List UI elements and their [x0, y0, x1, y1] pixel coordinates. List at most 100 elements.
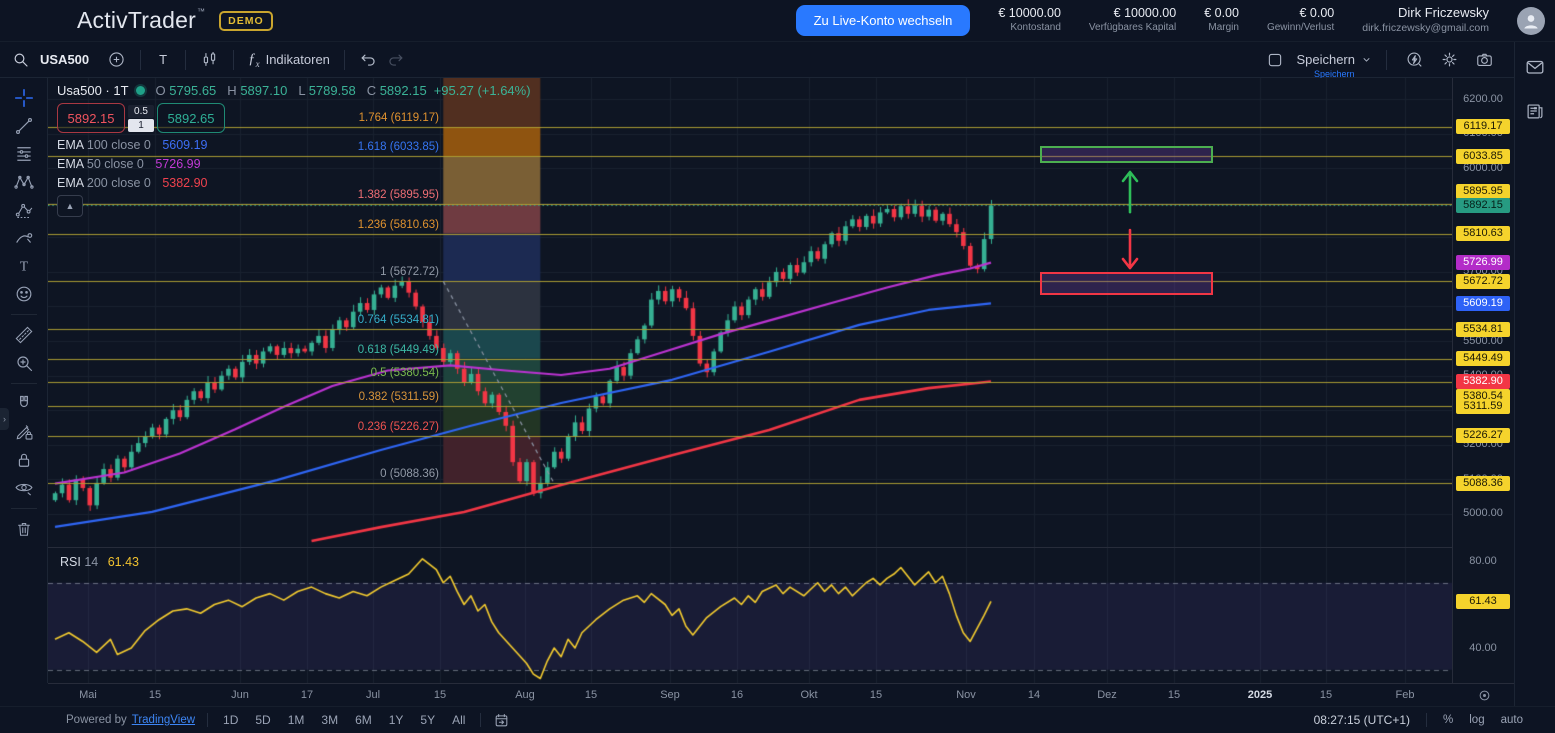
time-label: Aug — [515, 689, 535, 701]
indicators-button[interactable]: ƒx Indikatoren — [244, 47, 334, 73]
goto-date-button[interactable] — [493, 712, 510, 729]
down-arrow[interactable] — [1116, 226, 1144, 272]
layout-select-checkbox[interactable] — [1258, 47, 1292, 73]
tool-emoji[interactable] — [10, 280, 38, 308]
close-value: 5892.15 — [379, 83, 427, 98]
up-arrow[interactable] — [1116, 168, 1144, 216]
tradingview-link[interactable]: TradingView — [131, 714, 196, 726]
ema-100-value: 5609.19 — [162, 138, 208, 152]
zoom-in-icon — [16, 356, 32, 372]
spread-widget[interactable]: 0.5 1 — [128, 103, 154, 133]
symbol-search[interactable]: USA500 — [12, 51, 89, 69]
time-label: Jun — [231, 689, 249, 701]
tool-hide-all[interactable] — [10, 474, 38, 502]
ema-100-row[interactable]: EMA 100 close 0 5609.19 — [57, 138, 208, 152]
demand-zone-box[interactable] — [1039, 271, 1213, 296]
range-3m[interactable]: 3M — [321, 713, 339, 727]
tool-remove-drawings[interactable] — [10, 515, 38, 543]
redo-button[interactable] — [382, 46, 409, 73]
tool-measure[interactable] — [10, 321, 38, 349]
high-value: 5897.10 — [240, 83, 288, 98]
news-icon — [1527, 104, 1543, 119]
price-label: 5382.90 — [1456, 374, 1510, 390]
smiley-icon — [16, 286, 31, 302]
price-scale[interactable]: 6200.006100.006000.005900.005800.005700.… — [1452, 78, 1514, 683]
range-1y[interactable]: 1Y — [388, 713, 404, 727]
chevron-down-icon — [1363, 58, 1370, 62]
tool-magnet[interactable] — [10, 390, 38, 418]
log-scale-button[interactable]: log — [1469, 714, 1485, 726]
price-label: 5534.81 — [1456, 321, 1510, 337]
tool-lock-all[interactable] — [10, 446, 38, 474]
change-value: +95.27 (+1.64%) — [433, 83, 531, 98]
gear-icon — [1442, 52, 1457, 67]
price-label: 6000.00 — [1463, 161, 1503, 174]
auto-scale-button[interactable]: auto — [1500, 714, 1523, 726]
save-layout-button[interactable]: Speichern Speichern — [1296, 52, 1372, 79]
time-label: Sep — [660, 689, 680, 701]
ema-200-row[interactable]: EMA 200 close 0 5382.90 — [57, 176, 208, 190]
price-label: 5892.15 — [1456, 197, 1510, 213]
pane-separator[interactable] — [48, 547, 1514, 548]
compare-add-button[interactable] — [103, 46, 130, 73]
main-price-chart[interactable] — [48, 78, 1452, 547]
fx-icon: ƒx — [248, 50, 260, 69]
redo-icon — [389, 54, 403, 66]
range-5d[interactable]: 5D — [255, 713, 271, 727]
legend-collapse-button[interactable]: ▲ — [57, 195, 83, 217]
ema-50-value: 5726.99 — [155, 157, 201, 171]
time-label: 14 — [1027, 689, 1041, 701]
fib-level-label: 0.764 (5534.81) — [357, 314, 439, 327]
tool-brush[interactable] — [10, 224, 38, 252]
avatar[interactable] — [1517, 6, 1545, 35]
sell-bid-button[interactable]: 5892.15 — [57, 103, 125, 133]
tool-crosshair[interactable] — [10, 84, 38, 112]
stat-margin: € 0.00 Margin — [1204, 6, 1239, 34]
range-1d[interactable]: 1D — [223, 713, 239, 727]
watchlist-expand-tab[interactable]: › — [0, 408, 9, 430]
range-1m[interactable]: 1M — [287, 713, 305, 727]
mail-button[interactable] — [1524, 56, 1546, 78]
tool-xabcd-pattern[interactable] — [10, 168, 38, 196]
powered-by-label: Powered by — [66, 714, 127, 726]
search-icon — [14, 53, 28, 67]
snapshot-button[interactable] — [1467, 46, 1502, 73]
chart-type-button[interactable] — [196, 46, 223, 73]
market-status-dot — [135, 86, 145, 95]
time-label: 15 — [584, 689, 598, 701]
range-all[interactable]: All — [452, 713, 466, 727]
tool-trend-line[interactable] — [10, 112, 38, 140]
switch-live-account-button[interactable]: Zu Live-Konto wechseln — [795, 5, 971, 36]
price-label: 61.43 — [1456, 593, 1510, 609]
range-5y[interactable]: 5Y — [420, 713, 436, 727]
time-axis[interactable]: Mai 15 Jun 17 Jul 15 Aug 15 Sep 16 Okt 15 Nov 14 Dez 15… — [48, 683, 1514, 706]
price-label: 5609.19 — [1456, 295, 1510, 311]
percent-scale-button[interactable]: % — [1443, 714, 1454, 726]
price-label: 5088.36 — [1456, 475, 1510, 491]
ema-50-row[interactable]: EMA 50 close 0 5726.99 — [57, 157, 201, 171]
magnet-icon — [19, 395, 28, 407]
range-6m[interactable]: 6M — [355, 713, 372, 727]
tool-fib-retracement[interactable] — [10, 140, 38, 168]
undo-button[interactable] — [355, 46, 382, 73]
rsi-indicator-pane[interactable] — [48, 547, 1452, 683]
alert-button[interactable] — [1397, 46, 1432, 73]
alarm-lightning-icon — [1407, 52, 1422, 67]
save-tooltip: Speichern — [1313, 69, 1355, 79]
buy-ask-button[interactable]: 5892.65 — [157, 103, 225, 133]
calendar-goto-icon — [496, 713, 508, 726]
tool-text[interactable]: T — [10, 252, 38, 280]
news-button[interactable] — [1524, 100, 1546, 122]
supply-zone-box[interactable] — [1039, 146, 1213, 163]
drawing-toolbar: T — [0, 78, 48, 683]
tool-forecast[interactable] — [10, 196, 38, 224]
settings-button[interactable] — [1432, 46, 1467, 73]
tool-drawing-mode-lock[interactable] — [10, 418, 38, 446]
interval-button[interactable]: T — [159, 52, 168, 67]
tool-zoom-in[interactable] — [10, 349, 38, 377]
xabcd-pattern-icon — [13, 175, 34, 189]
fib-level-label: 1 (5672.72) — [380, 266, 439, 279]
rsi-legend: RSI 14 61.43 — [60, 555, 139, 569]
undo-icon — [361, 54, 375, 66]
chart-footer: Powered by TradingView 1D 5D 1M 3M 6M 1Y… — [0, 706, 1555, 733]
